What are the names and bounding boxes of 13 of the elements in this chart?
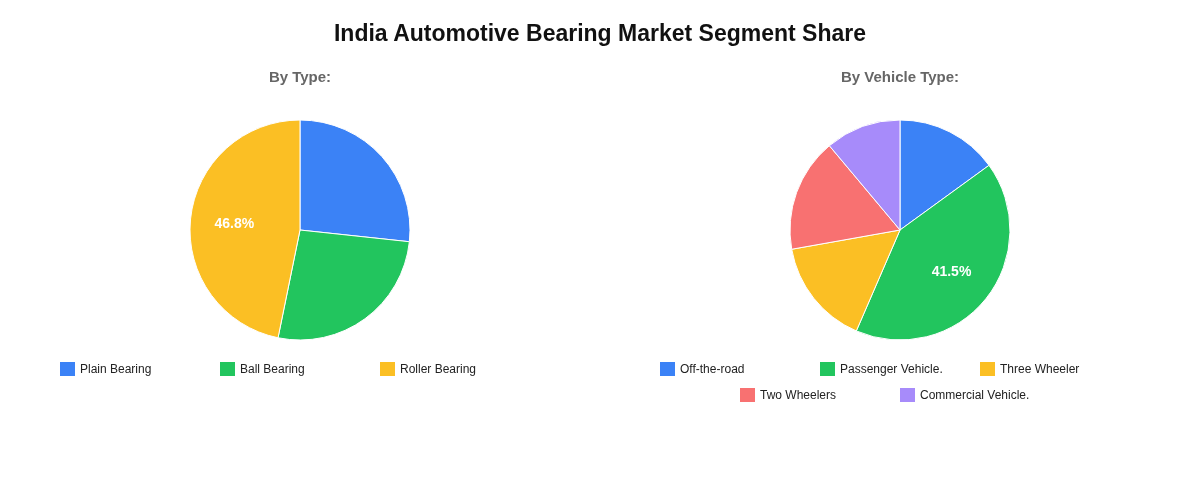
legend-label: Off-the-road bbox=[680, 362, 745, 376]
chart-subtitle: By Type: bbox=[268, 68, 332, 85]
legend-label: Passenger Vehicle. bbox=[840, 362, 943, 376]
legend-label: Two Wheelers bbox=[760, 388, 837, 402]
chart-subtitle: By Vehicle Type: bbox=[840, 68, 960, 85]
data-label: 46.8% bbox=[214, 215, 255, 232]
legend-label: Commercial Vehicle. bbox=[920, 388, 1030, 402]
text: India Automotive Bearing Market Segment Share bbox=[333, 20, 867, 46]
legend-label: Plain Bearing bbox=[80, 362, 152, 376]
legend-label: Three Wheeler bbox=[1000, 362, 1080, 376]
legend-label: Roller Bearing bbox=[400, 362, 477, 376]
legend-label: Ball Bearing bbox=[240, 362, 305, 376]
data-label: 41.5% bbox=[931, 263, 972, 280]
